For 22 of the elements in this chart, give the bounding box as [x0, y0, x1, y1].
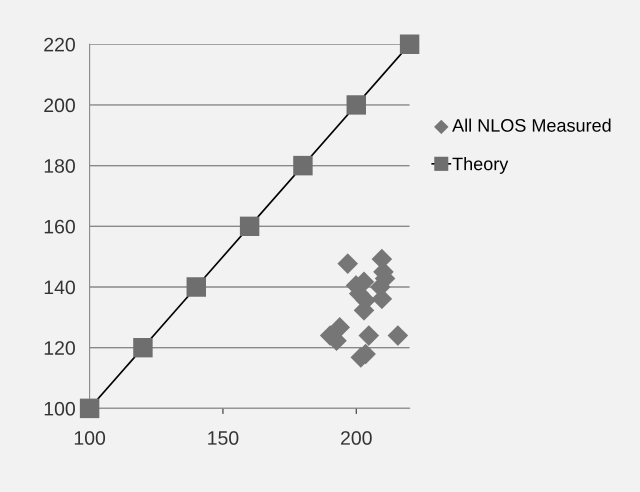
point: [133, 338, 153, 358]
point: [358, 325, 380, 346]
y-tick-label: 160: [44, 220, 75, 234]
x-tick-label: 100: [74, 431, 106, 445]
legend-label: All NLOS Measured: [452, 118, 611, 132]
point: [186, 277, 206, 297]
point: [400, 34, 420, 54]
point: [388, 325, 408, 346]
legend-label: Theory: [452, 157, 508, 174]
y-tick-label: 180: [44, 159, 75, 173]
point: [293, 156, 313, 176]
y-tick-label: 120: [44, 341, 75, 355]
point: [80, 398, 100, 418]
y-tick-label: 100: [44, 402, 75, 416]
point: [240, 216, 260, 236]
point: [346, 95, 366, 115]
y-tick-label: 140: [44, 280, 75, 294]
x-tick-label: 200: [341, 431, 372, 445]
x-tick-label: 150: [208, 431, 238, 445]
y-tick-label: 200: [44, 98, 75, 112]
y-tick-label: 220: [44, 38, 75, 52]
point: [337, 253, 358, 274]
